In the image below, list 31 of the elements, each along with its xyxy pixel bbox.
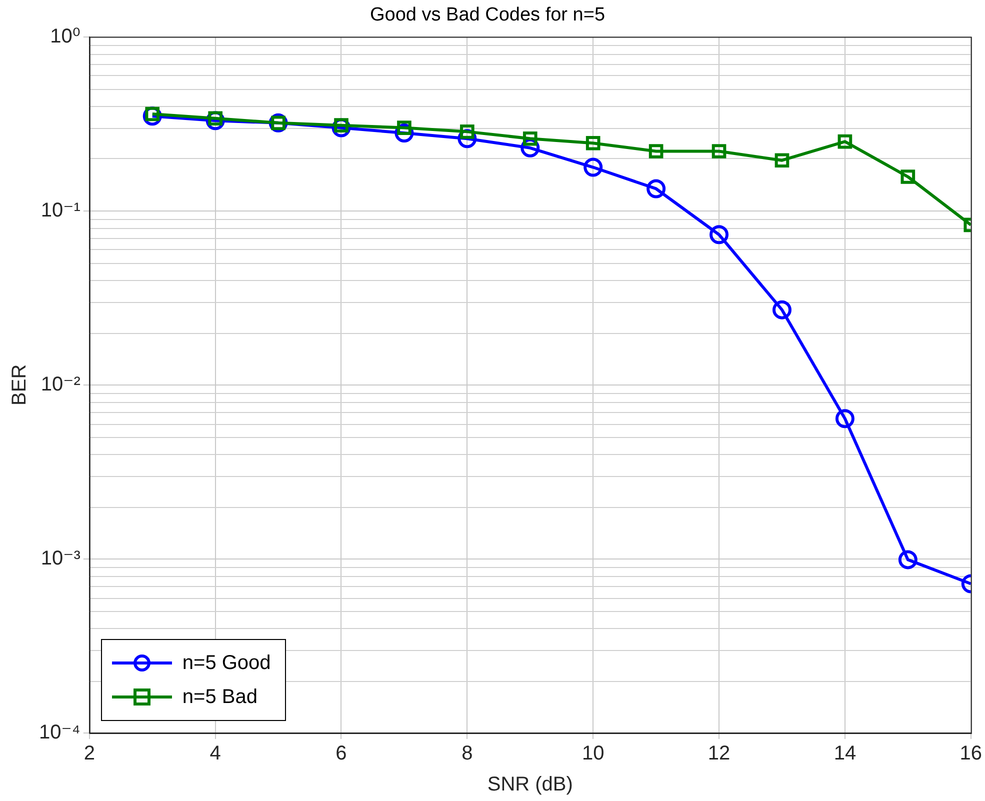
x-tick-label: 14 [834, 742, 856, 765]
y-tick-label: 10⁻⁴ [38, 722, 80, 744]
y-tick-label: 10⁻² [40, 373, 81, 396]
y-tick-label: 10⁰ [50, 25, 80, 48]
x-tick-label: 2 [84, 742, 95, 765]
y-tick-label: 10⁻¹ [40, 199, 81, 222]
y-axis-title: BER [8, 364, 31, 406]
point [898, 550, 918, 570]
point [772, 300, 792, 320]
x-tick-label: 10 [582, 742, 604, 765]
x-tick-label: 12 [708, 742, 730, 765]
legend-label: n=5 Good [182, 652, 271, 674]
point [648, 144, 664, 158]
x-tick-label: 16 [960, 742, 982, 765]
point [522, 131, 538, 146]
x-axis-title: SNR (dB) [487, 774, 573, 796]
x-tick-label: 8 [462, 742, 473, 765]
point [586, 136, 600, 150]
legend-label: n=5 Bad [182, 686, 258, 708]
x-tick-label: 6 [336, 742, 347, 765]
point [710, 225, 729, 244]
chart-title: Good vs Bad Codes for n=5 [370, 4, 606, 26]
point [838, 134, 852, 149]
point [646, 179, 666, 198]
point [712, 144, 726, 158]
y-tick-label: 10⁻³ [40, 547, 81, 570]
point [835, 409, 854, 428]
x-tick-label: 4 [210, 742, 221, 765]
point [584, 158, 603, 177]
point [900, 170, 916, 184]
point [774, 153, 790, 168]
